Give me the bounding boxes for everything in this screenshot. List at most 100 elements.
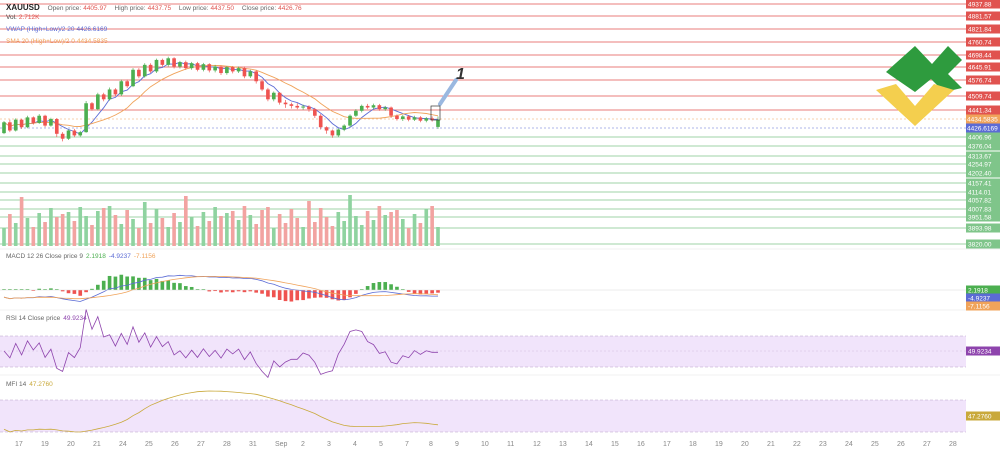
macd-histogram-bar [96, 284, 100, 290]
x-axis-tick-label: 24 [845, 441, 853, 448]
candle-body [436, 120, 440, 127]
macd-histogram-bar [160, 280, 165, 290]
oscillator-value-tag [966, 411, 1000, 421]
volume-bar [225, 213, 229, 246]
macd-histogram-bar [354, 290, 358, 294]
volume-bar [271, 228, 276, 246]
volume-bar [295, 218, 300, 246]
volume-bar [201, 212, 206, 246]
support-level-tag [966, 239, 1000, 249]
support-level-label: 4313.67 [968, 154, 992, 161]
macd-histogram-bar [359, 289, 364, 290]
rsi-label: RSI 14 Close price [6, 315, 61, 322]
macd-histogram-bar [189, 286, 194, 290]
candle-body [142, 64, 147, 77]
resistance-level-tag [966, 11, 1000, 21]
mfi-header: MFI 14 47.2760 [6, 381, 53, 388]
macd-histogram-bar [248, 290, 253, 292]
x-axis-tick-label: 20 [67, 441, 75, 448]
x-axis-tick-label: 27 [923, 441, 931, 448]
volume-bar [219, 216, 223, 246]
volume-bar [66, 212, 71, 246]
candle-body [266, 89, 270, 100]
candle-body [254, 71, 259, 82]
x-axis-tick-label: 3 [327, 441, 331, 448]
volume-bar [90, 225, 94, 246]
resistance-level-tag [966, 91, 1000, 101]
volume-bar [101, 208, 106, 246]
macd-histogram-bar [260, 290, 264, 294]
support-level-label: 3951.58 [968, 215, 992, 222]
support-level-tag [966, 187, 1000, 197]
candle-body [49, 119, 53, 126]
x-axis-tick-label: 7 [405, 441, 409, 448]
volume-bar [154, 209, 159, 246]
volume-bar [254, 224, 259, 246]
chart-header: XAUUSD Open price: 4405.97 High price: 443… [6, 3, 302, 12]
candle-body [242, 68, 247, 77]
candle-body [418, 117, 423, 121]
current-value-label: 4426.6169 [967, 126, 998, 133]
x-axis-tick-label: 28 [949, 441, 957, 448]
x-axis-tick-label: 16 [637, 441, 645, 448]
macd-histogram-bar [348, 290, 352, 298]
support-level-tag [966, 132, 1000, 142]
candle-body [283, 102, 288, 105]
candle-body [60, 133, 65, 139]
resistance-level-tag [966, 50, 1000, 60]
macd-histogram-bar [195, 289, 200, 290]
current-value-label: 4434.5835 [967, 117, 998, 124]
macd-histogram-bar [172, 282, 176, 290]
candle-body [201, 64, 206, 70]
candle-body [72, 130, 77, 136]
volume-bar [189, 217, 194, 246]
volume-bar [148, 223, 153, 246]
candle-body [236, 68, 241, 72]
volume-bar [242, 206, 247, 246]
candle-body [189, 63, 194, 69]
oscillator-value-tag [966, 346, 1000, 356]
candle-body [289, 104, 294, 106]
logo-yellow-shape [876, 84, 954, 126]
candle-body [330, 130, 335, 136]
volume-bar [307, 201, 311, 246]
candle-body [248, 71, 253, 77]
candle-body [84, 103, 88, 133]
vwap-label: VWAP (High+Low)/2 20 [6, 26, 75, 33]
support-level-tag [966, 223, 1000, 233]
macd-histogram-bar [183, 286, 188, 290]
volume-bar [183, 196, 188, 246]
macd-histogram-bar [166, 280, 171, 290]
macd-histogram-bar [90, 288, 94, 290]
candle-body [400, 116, 405, 120]
macd-histogram-bar [301, 290, 305, 301]
macd-histogram-bar [371, 283, 376, 290]
candle-body [342, 125, 346, 130]
macd-histogram-bar [43, 289, 47, 290]
macd-histogram-bar [254, 290, 259, 293]
resistance-level-label: 4441.34 [968, 108, 992, 115]
candle-body [66, 130, 71, 139]
macd-histogram-bar [324, 290, 329, 298]
volume-bar [119, 224, 124, 246]
candle-body [43, 115, 47, 126]
macd-histogram-bar [225, 290, 229, 292]
support-level-label: 4157.41 [968, 181, 992, 188]
vol-label: Vol. [6, 14, 17, 21]
x-axis-tick-label: 2 [301, 441, 305, 448]
macd-histogram-bar [148, 280, 153, 290]
annotation-label: 1 [456, 66, 465, 83]
sma-label: SMA 20 (High+Low)/2 0 [6, 38, 75, 45]
volume-bar [236, 220, 241, 246]
macd-histogram-bar [383, 282, 388, 290]
x-axis-tick-label: 19 [715, 441, 723, 448]
x-axis-tick-label: 17 [15, 441, 23, 448]
candle-body [365, 105, 370, 108]
support-level-tag [966, 178, 1000, 188]
x-axis-tick-label: 14 [585, 441, 593, 448]
candle-body [172, 58, 176, 67]
candle-body [183, 62, 188, 69]
x-axis-tick-label: 5 [379, 441, 383, 448]
macd-histogram-bar [25, 289, 30, 290]
